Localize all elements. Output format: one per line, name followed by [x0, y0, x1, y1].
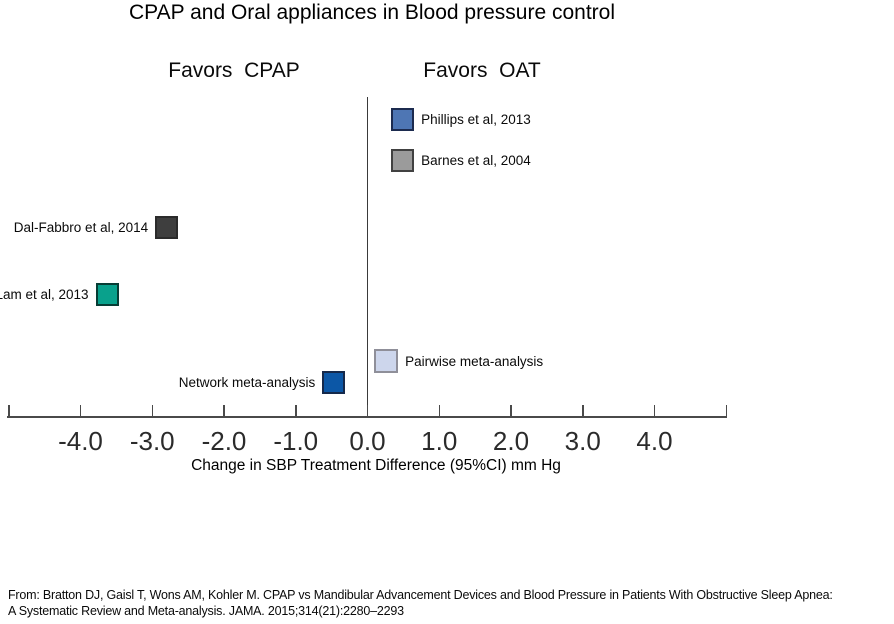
x-axis-tick [438, 405, 440, 417]
citation-line-2: A Systematic Review and Meta-analysis. J… [8, 604, 404, 618]
point-label-barnes-et-al-2004: Barnes et al, 2004 [421, 152, 531, 168]
point-pairwise-meta-analysis [374, 349, 399, 373]
x-axis-tick-label: -3.0 [129, 426, 175, 456]
point-dal-fabbro-et-al-2014 [155, 215, 179, 239]
point-barnes-et-al-2004 [391, 148, 415, 172]
x-axis-tick [725, 405, 727, 417]
x-axis-tick [223, 405, 225, 417]
point-label-lam-et-al-2013: Lam et al, 2013 [0, 286, 89, 302]
x-axis-tick-label: -2.0 [201, 426, 247, 456]
x-axis-title: Change in SBP Treatment Difference (95%C… [191, 457, 561, 474]
x-axis-tick-label: -1.0 [273, 426, 319, 456]
point-label-pairwise-meta-analysis: Pairwise meta-analysis [405, 353, 544, 369]
x-axis-tick [79, 405, 82, 417]
x-axis-tick-label: 3.0 [564, 426, 601, 456]
favors-cpap-label: Favors CPAP [168, 59, 300, 82]
citation-line-1: From: Bratton DJ, Gaisl T, Wons AM, Kohl… [8, 588, 833, 602]
x-axis-tick [8, 405, 10, 417]
x-axis-tick-label: -4.0 [58, 426, 103, 456]
point-label-phillips-et-al-2013: Phillips et al, 2013 [421, 111, 531, 127]
x-axis-tick [510, 405, 512, 417]
x-axis-tick-label: 2.0 [492, 426, 530, 456]
point-label-dal-fabbro-et-al-2014: Dal-Fabbro et al, 2014 [13, 219, 149, 235]
zero-reference-line [366, 97, 368, 417]
favors-oat-label: Favors OAT [423, 59, 541, 82]
x-axis-tick-label: 1.0 [421, 426, 458, 456]
x-axis-tick-label: 0.0 [349, 426, 386, 456]
point-lam-et-al-2013 [95, 282, 119, 306]
point-network-meta-analysis [322, 370, 346, 394]
chart-title: CPAP and Oral appliances in Blood pressu… [129, 1, 615, 24]
point-phillips-et-al-2013 [391, 107, 415, 131]
x-axis-tick [295, 405, 297, 417]
point-label-network-meta-analysis: Network meta-analysis [178, 374, 316, 390]
x-axis-tick [653, 405, 656, 417]
x-axis-line [7, 416, 727, 418]
x-axis-tick-label: 4.0 [636, 426, 673, 456]
x-axis-tick [151, 405, 153, 417]
x-axis-tick [366, 405, 369, 417]
x-axis-tick [582, 405, 584, 417]
